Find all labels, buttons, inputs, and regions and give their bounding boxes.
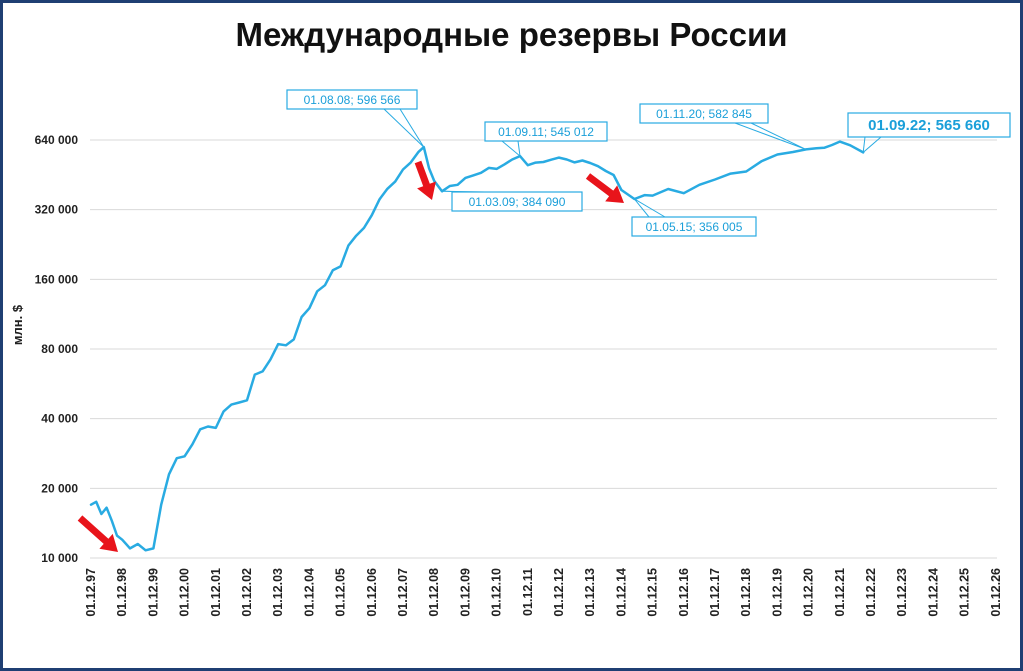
x-axis-ticks: 01.12.97 01.12.98 01.12.99 01.12.00 01.12.01… (84, 568, 1003, 617)
x-tick-label: 01.12.24 (926, 568, 940, 617)
x-tick-label: 01.12.00 (178, 568, 192, 617)
callout: 01.05.15; 356 005 (631, 198, 757, 237)
red-arrow (77, 515, 118, 552)
x-tick-label: 01.12.03 (271, 568, 285, 617)
x-tick-label: 01.12.15 (646, 568, 660, 617)
callout: 01.11.20; 582 845 (639, 103, 807, 150)
y-tick-label: 640 000 (35, 133, 79, 147)
callout-box (847, 112, 1011, 138)
red-arrow (414, 160, 436, 200)
callout-leader (634, 198, 666, 218)
callouts: 01.08.08; 596 566 01.03.09; 384 090 01.09.… (286, 89, 1011, 237)
callout: 01.03.09; 384 090 (441, 190, 583, 212)
y-tick-label: 80 000 (41, 342, 78, 356)
callout: 01.09.11; 545 012 (484, 121, 608, 158)
x-tick-label: 01.12.99 (146, 568, 160, 617)
x-tick-label: 01.12.23 (895, 568, 909, 617)
y-tick-label: 160 000 (35, 272, 79, 286)
x-tick-label: 01.12.19 (770, 568, 784, 617)
x-tick-label: 01.12.98 (115, 568, 129, 617)
callout-leader (862, 136, 882, 154)
callout-leader (501, 140, 521, 158)
callout: 01.08.08; 596 566 (286, 89, 425, 148)
x-tick-label: 01.12.13 (583, 568, 597, 617)
callout-label: 01.11.20; 582 845 (656, 107, 752, 121)
callout-label: 01.09.22; 565 660 (868, 117, 990, 134)
y-tick-label: 10 000 (41, 551, 78, 565)
x-tick-label: 01.12.07 (396, 568, 410, 617)
x-tick-label: 01.12.18 (739, 568, 753, 617)
x-tick-label: 01.12.10 (490, 568, 504, 617)
x-tick-label: 01.12.11 (521, 568, 535, 616)
x-tick-label: 01.12.22 (864, 568, 878, 617)
callout-label: 01.03.09; 384 090 (469, 195, 566, 209)
red-arrow-shape (77, 515, 118, 552)
x-tick-label: 01.12.05 (334, 568, 348, 617)
chart-title: Международные резервы России (235, 16, 788, 53)
x-tick-label: 01.12.09 (458, 568, 472, 617)
x-tick-label: 01.12.04 (302, 568, 316, 617)
red-arrow-shape (585, 173, 624, 203)
x-tick-label: 01.12.08 (427, 568, 441, 617)
x-tick-label: 01.12.17 (708, 568, 722, 617)
x-tick-label: 01.12.16 (677, 568, 691, 617)
callout-box (631, 216, 757, 237)
x-tick-label: 01.12.20 (802, 568, 816, 617)
x-tick-label: 01.12.12 (552, 568, 566, 617)
callout-box (286, 89, 418, 110)
callout: 01.09.22; 565 660 (847, 112, 1011, 154)
x-tick-label: 01.12.01 (209, 568, 223, 617)
callout-label: 01.08.08; 596 566 (304, 93, 401, 107)
callout-box (639, 103, 769, 124)
callout-box (451, 191, 583, 212)
callout-label: 01.09.11; 545 012 (498, 125, 594, 139)
y-tick-label: 20 000 (41, 481, 78, 495)
x-tick-label: 01.12.26 (989, 568, 1003, 617)
x-tick-label: 01.12.25 (958, 568, 972, 617)
red-arrow-shape (414, 160, 436, 200)
callout-leader (383, 108, 425, 148)
x-tick-label: 01.12.02 (240, 568, 254, 617)
decline-arrows (77, 160, 624, 552)
y-tick-label: 320 000 (35, 203, 79, 217)
callout-leader (734, 122, 807, 150)
callout-box (484, 121, 608, 142)
x-tick-label: 01.12.97 (84, 568, 98, 617)
red-arrow (585, 173, 624, 203)
x-tick-label: 01.12.14 (614, 568, 628, 617)
callout-label: 01.05.15; 356 005 (646, 220, 743, 234)
y-tick-label: 40 000 (41, 412, 78, 426)
y-axis-label: млн. $ (10, 304, 25, 345)
x-tick-label: 01.12.06 (365, 568, 379, 617)
x-tick-label: 01.12.21 (833, 568, 847, 617)
y-axis-ticks: 10 000 20 000 40 000 80 000 160 000 320 000 64… (35, 133, 79, 565)
